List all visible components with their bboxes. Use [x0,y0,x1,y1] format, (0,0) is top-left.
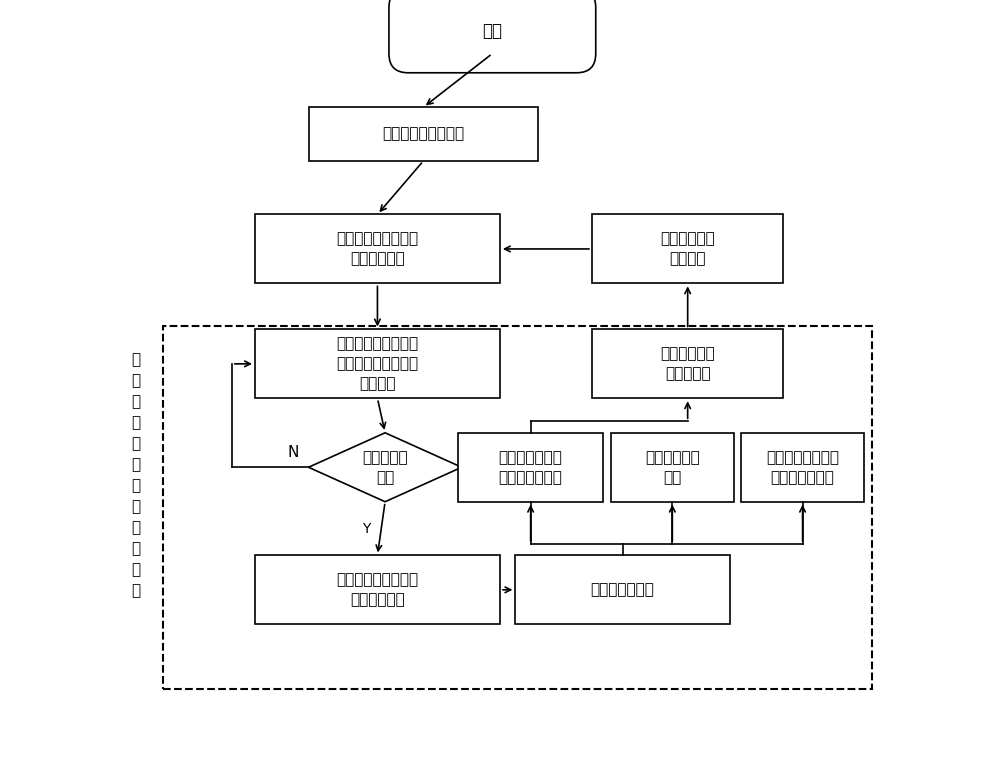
Text: 观测到路标
特征: 观测到路标 特征 [362,450,408,485]
FancyBboxPatch shape [255,329,500,398]
FancyBboxPatch shape [389,0,596,73]
Text: 得到机器人位
姿状态估计: 得到机器人位 姿状态估计 [660,346,715,381]
FancyBboxPatch shape [255,214,500,283]
Text: 根据粒子集确定机器
人的位姿状态: 根据粒子集确定机器 人的位姿状态 [336,231,419,267]
FancyBboxPatch shape [309,107,538,161]
Text: Y: Y [362,522,370,535]
FancyBboxPatch shape [592,329,783,398]
FancyBboxPatch shape [458,433,603,502]
FancyBboxPatch shape [592,214,783,283]
Text: 机器人位姿状态
均值的多次更新: 机器人位姿状态 均值的多次更新 [499,450,563,485]
Text: 产生量测容积点: 产生量测容积点 [591,582,654,597]
FancyBboxPatch shape [611,433,734,502]
FancyBboxPatch shape [255,555,500,624]
Text: 对粒子进行重
要性采样: 对粒子进行重 要性采样 [660,231,715,267]
Bar [163,326,872,689]
Text: 机器人位姿状态协
方差的一次更新: 机器人位姿状态协 方差的一次更新 [766,450,839,485]
Text: 改
进
迭
代
容
积
粒
子
滤
波
算
法: 改 进 迭 代 容 积 粒 子 滤 波 算 法 [132,352,141,598]
Text: 产生粒子集并初始化: 产生粒子集并初始化 [382,126,464,142]
Polygon shape [308,433,462,502]
Text: 开始: 开始 [482,21,502,40]
FancyBboxPatch shape [741,433,864,502]
Text: N: N [287,444,299,460]
Text: 更新迭代步长
因子: 更新迭代步长 因子 [645,450,700,485]
FancyBboxPatch shape [515,555,730,624]
Text: 产生状态预测容积点
对机器人的位姿状态
进行预测: 产生状态预测容积点 对机器人的位姿状态 进行预测 [336,336,419,391]
Text: 对预测的机器人位姿
状态进行扩维: 对预测的机器人位姿 状态进行扩维 [336,572,419,607]
